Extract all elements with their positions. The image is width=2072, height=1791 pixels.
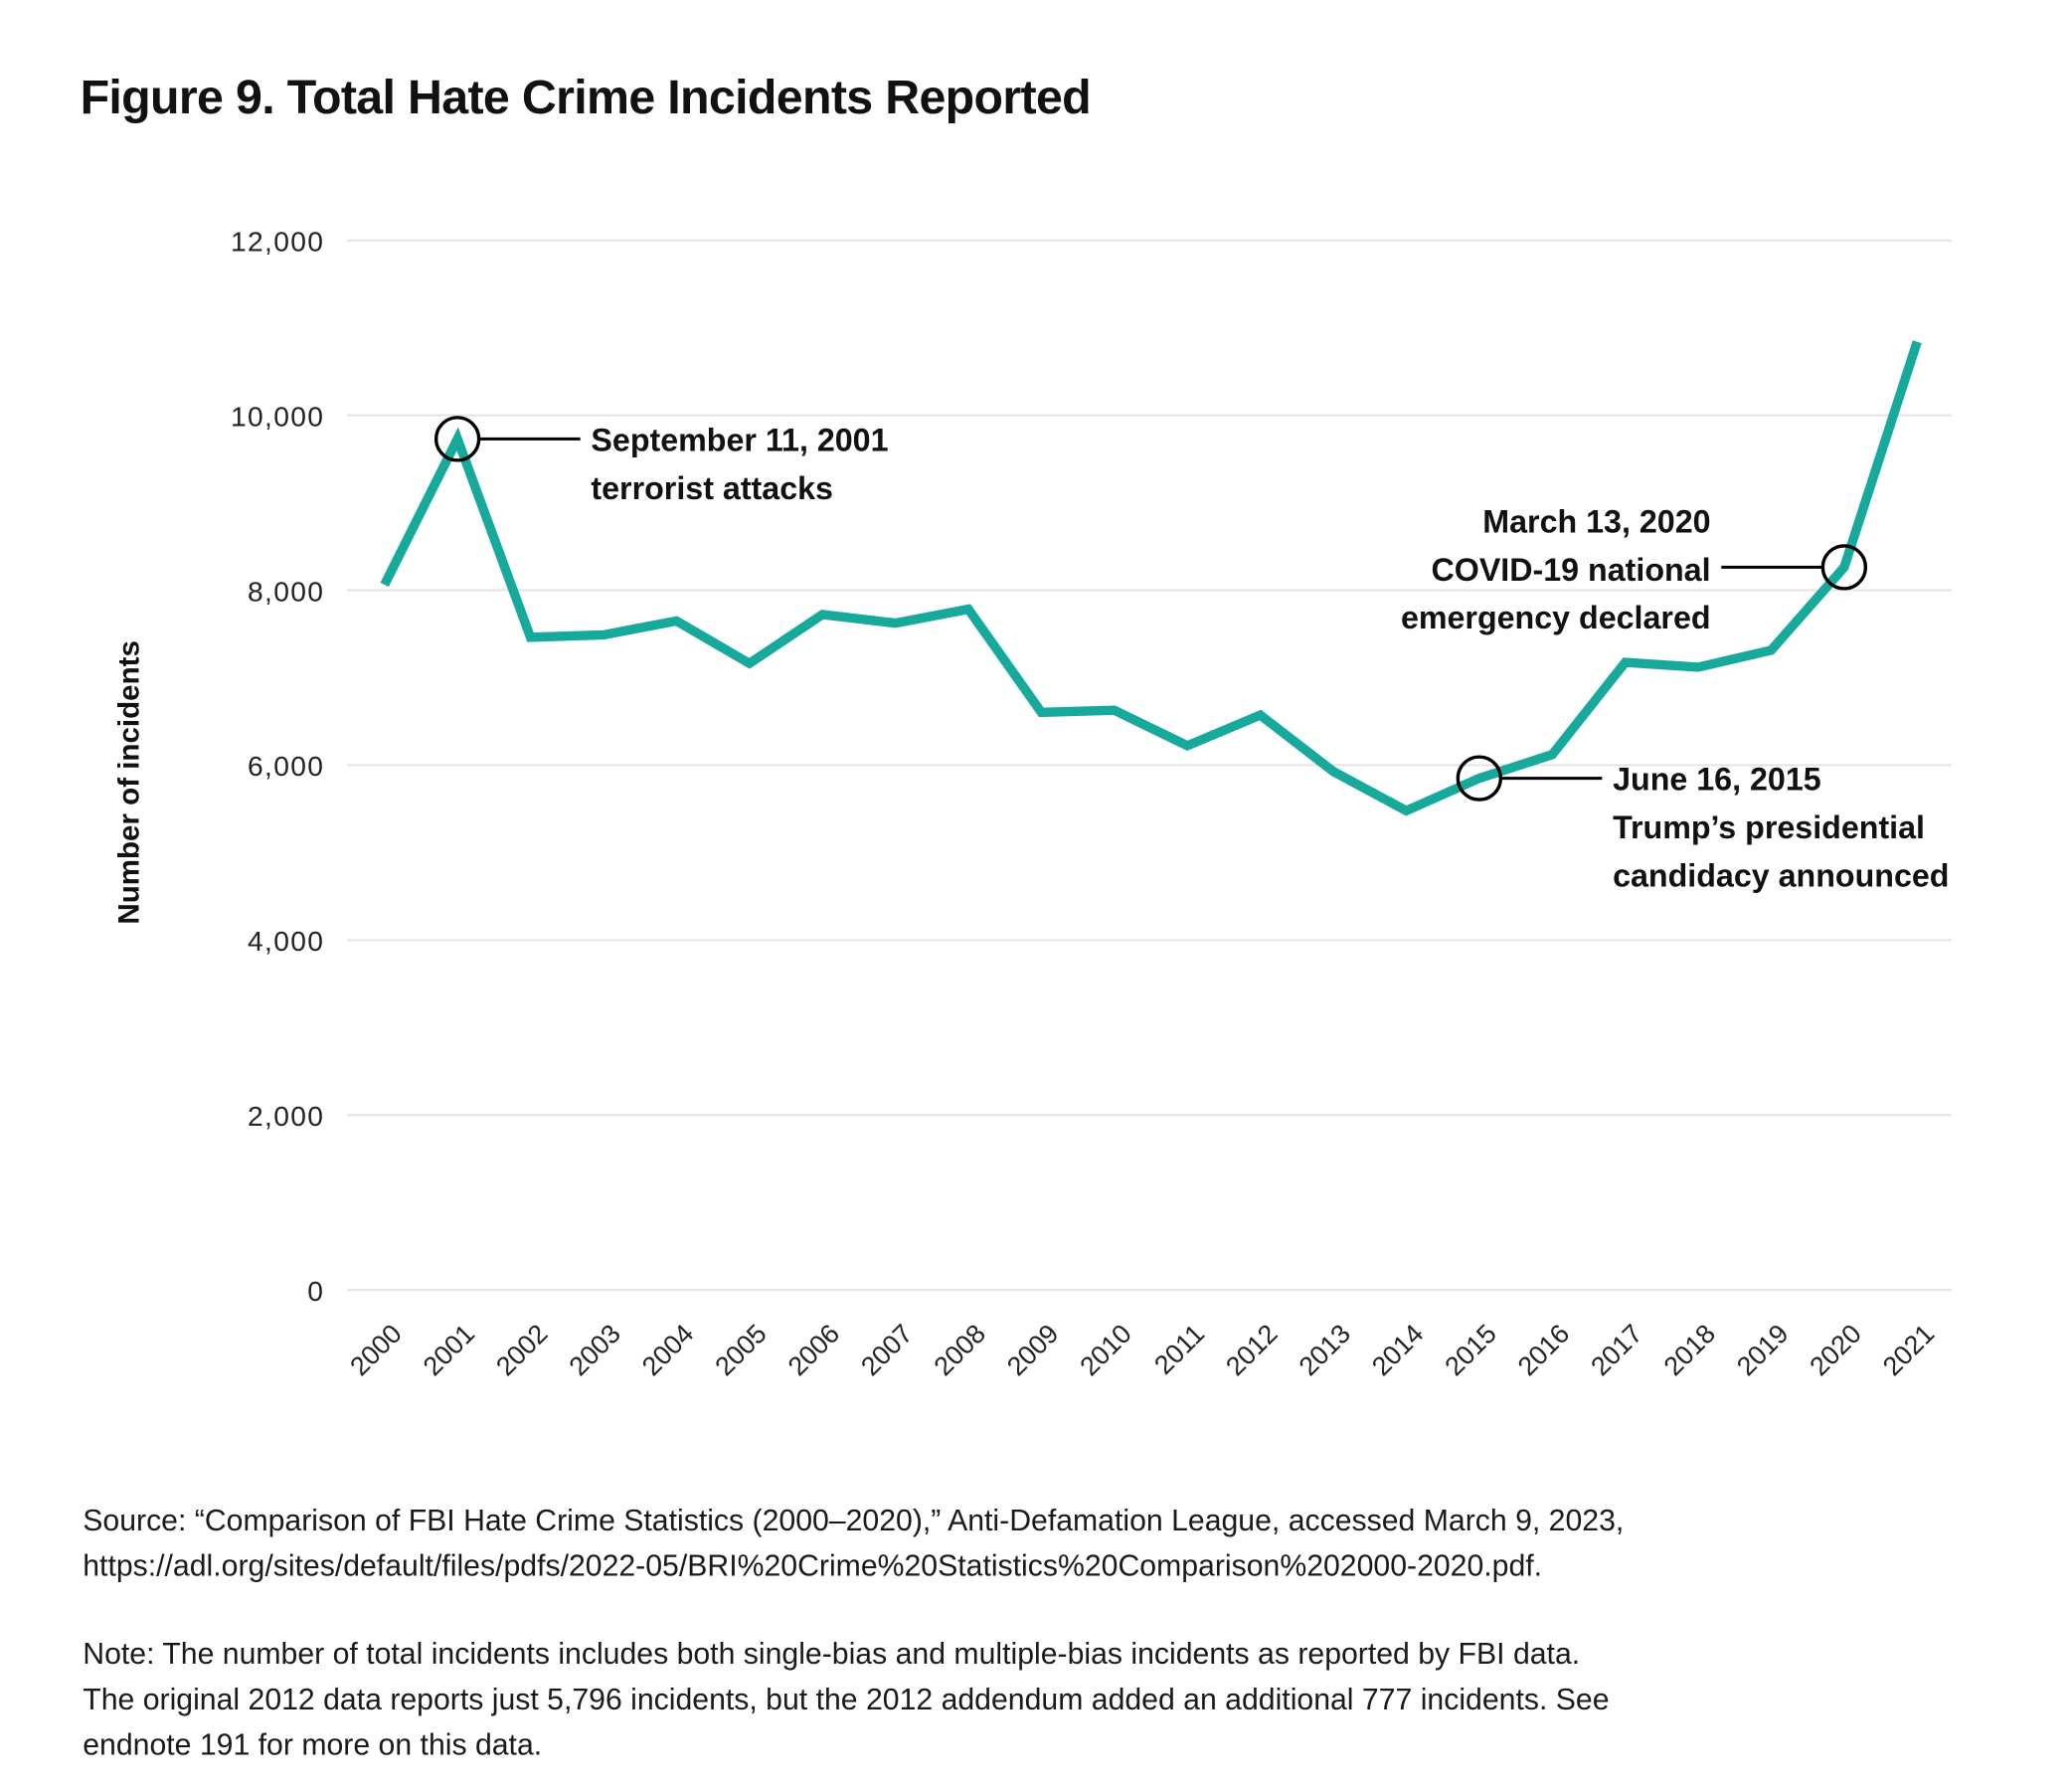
footnote: Note: The number of total incidents incl…	[83, 1632, 1609, 1768]
x-tick-label: 2021	[1877, 1319, 1940, 1381]
x-tick-label: 2020	[1804, 1319, 1866, 1381]
x-tick-label: 2007	[855, 1319, 918, 1381]
annotation-text: March 13, 2020	[1482, 503, 1710, 539]
y-tick-label: 2,000	[248, 1100, 324, 1132]
y-tick-label: 4,000	[248, 925, 324, 957]
y-tick-label: 0	[307, 1275, 324, 1307]
annotation-text: COVID-19 national	[1431, 552, 1710, 588]
line-chart: 0 2,000 4,000 6,000 8,000 10,000 12,000 Number …	[0, 0, 2072, 1442]
source-line: Source: “Comparison of FBI Hate Crime St…	[83, 1499, 1624, 1544]
x-tick-label: 2004	[636, 1319, 699, 1381]
x-tick-label: 2006	[782, 1319, 845, 1381]
x-tick-label: 2008	[929, 1319, 991, 1381]
x-tick-label: 2015	[1439, 1319, 1501, 1381]
annotation-text: candidacy announced	[1613, 857, 1949, 893]
annotation-text: emergency declared	[1401, 600, 1711, 635]
x-tick-label: 2014	[1366, 1319, 1429, 1381]
note-line: The original 2012 data reports just 5,79…	[83, 1678, 1609, 1723]
x-tick-label: 2019	[1731, 1319, 1794, 1381]
x-tick-label: 2018	[1658, 1319, 1721, 1381]
note-line: Note: The number of total incidents incl…	[83, 1632, 1609, 1678]
x-tick-label: 2012	[1220, 1319, 1283, 1381]
y-tick-label: 10,000	[231, 400, 324, 432]
x-tick-label: 2010	[1074, 1319, 1136, 1381]
annotation-text: June 16, 2015	[1613, 762, 1821, 798]
x-tick-label: 2009	[1001, 1319, 1064, 1381]
note-line: endnote 191 for more on this data.	[83, 1722, 1609, 1768]
source-url: https://adl.org/sites/default/files/pdfs…	[83, 1543, 1624, 1589]
x-tick-label: 2005	[709, 1319, 772, 1381]
x-tick-label: 2001	[418, 1319, 480, 1381]
x-tick-label: 2003	[564, 1319, 626, 1381]
source-note: Source: “Comparison of FBI Hate Crime St…	[83, 1499, 1624, 1589]
annotation-text: terrorist attacks	[591, 470, 833, 506]
y-tick-label: 8,000	[248, 575, 324, 607]
y-tick-label: 6,000	[248, 750, 324, 782]
x-tick-label: 2016	[1512, 1319, 1575, 1381]
x-tick-label: 2017	[1585, 1319, 1647, 1381]
annotation-text: September 11, 2001	[591, 422, 888, 457]
annotation-text: Trump’s presidential	[1613, 809, 1925, 845]
y-tick-label: 12,000	[231, 225, 324, 257]
x-tick-label: 2000	[344, 1319, 407, 1381]
x-tick-label: 2013	[1294, 1319, 1356, 1381]
y-axis-label: Number of incidents	[113, 640, 146, 925]
x-tick-label: 2002	[490, 1319, 553, 1381]
x-tick-label: 2011	[1148, 1319, 1210, 1380]
